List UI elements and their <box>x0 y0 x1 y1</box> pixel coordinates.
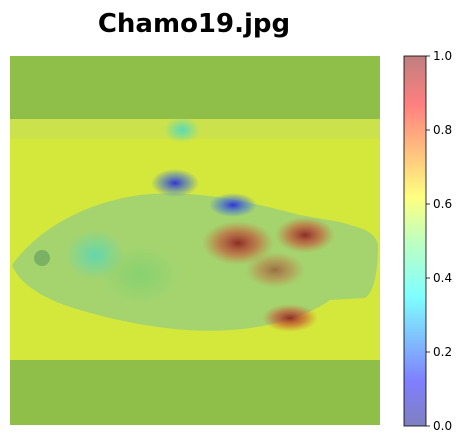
blob-blue-1 <box>151 169 199 197</box>
blob-red-4 <box>245 252 305 288</box>
colorbar-tick-label: 1.0 <box>433 49 452 63</box>
blob-blue-2 <box>209 193 257 217</box>
colorbar-tick-label: 0.2 <box>433 345 452 359</box>
background-top-band <box>10 56 380 120</box>
colorbar-tick-label: 0.0 <box>433 419 452 433</box>
colorbar-tick-label: 0.6 <box>433 197 452 211</box>
blob-mid <box>100 245 180 305</box>
colorbar-tick-label: 0.4 <box>433 271 452 285</box>
colorbar-ticks: 0.0 0.2 0.4 0.6 0.8 1.0 <box>426 49 452 433</box>
blob-ruler <box>164 117 200 143</box>
blob-red-3 <box>262 304 318 332</box>
heatmap-image <box>10 56 380 425</box>
background-bottom-band <box>10 360 380 425</box>
blob-red-2 <box>275 217 335 253</box>
colorbar <box>403 55 427 427</box>
fish-eye <box>34 250 50 266</box>
blob-red-1 <box>202 221 274 265</box>
chart-title: Chamo19.jpg <box>98 9 290 39</box>
colorbar-tick-label: 0.8 <box>433 123 452 137</box>
